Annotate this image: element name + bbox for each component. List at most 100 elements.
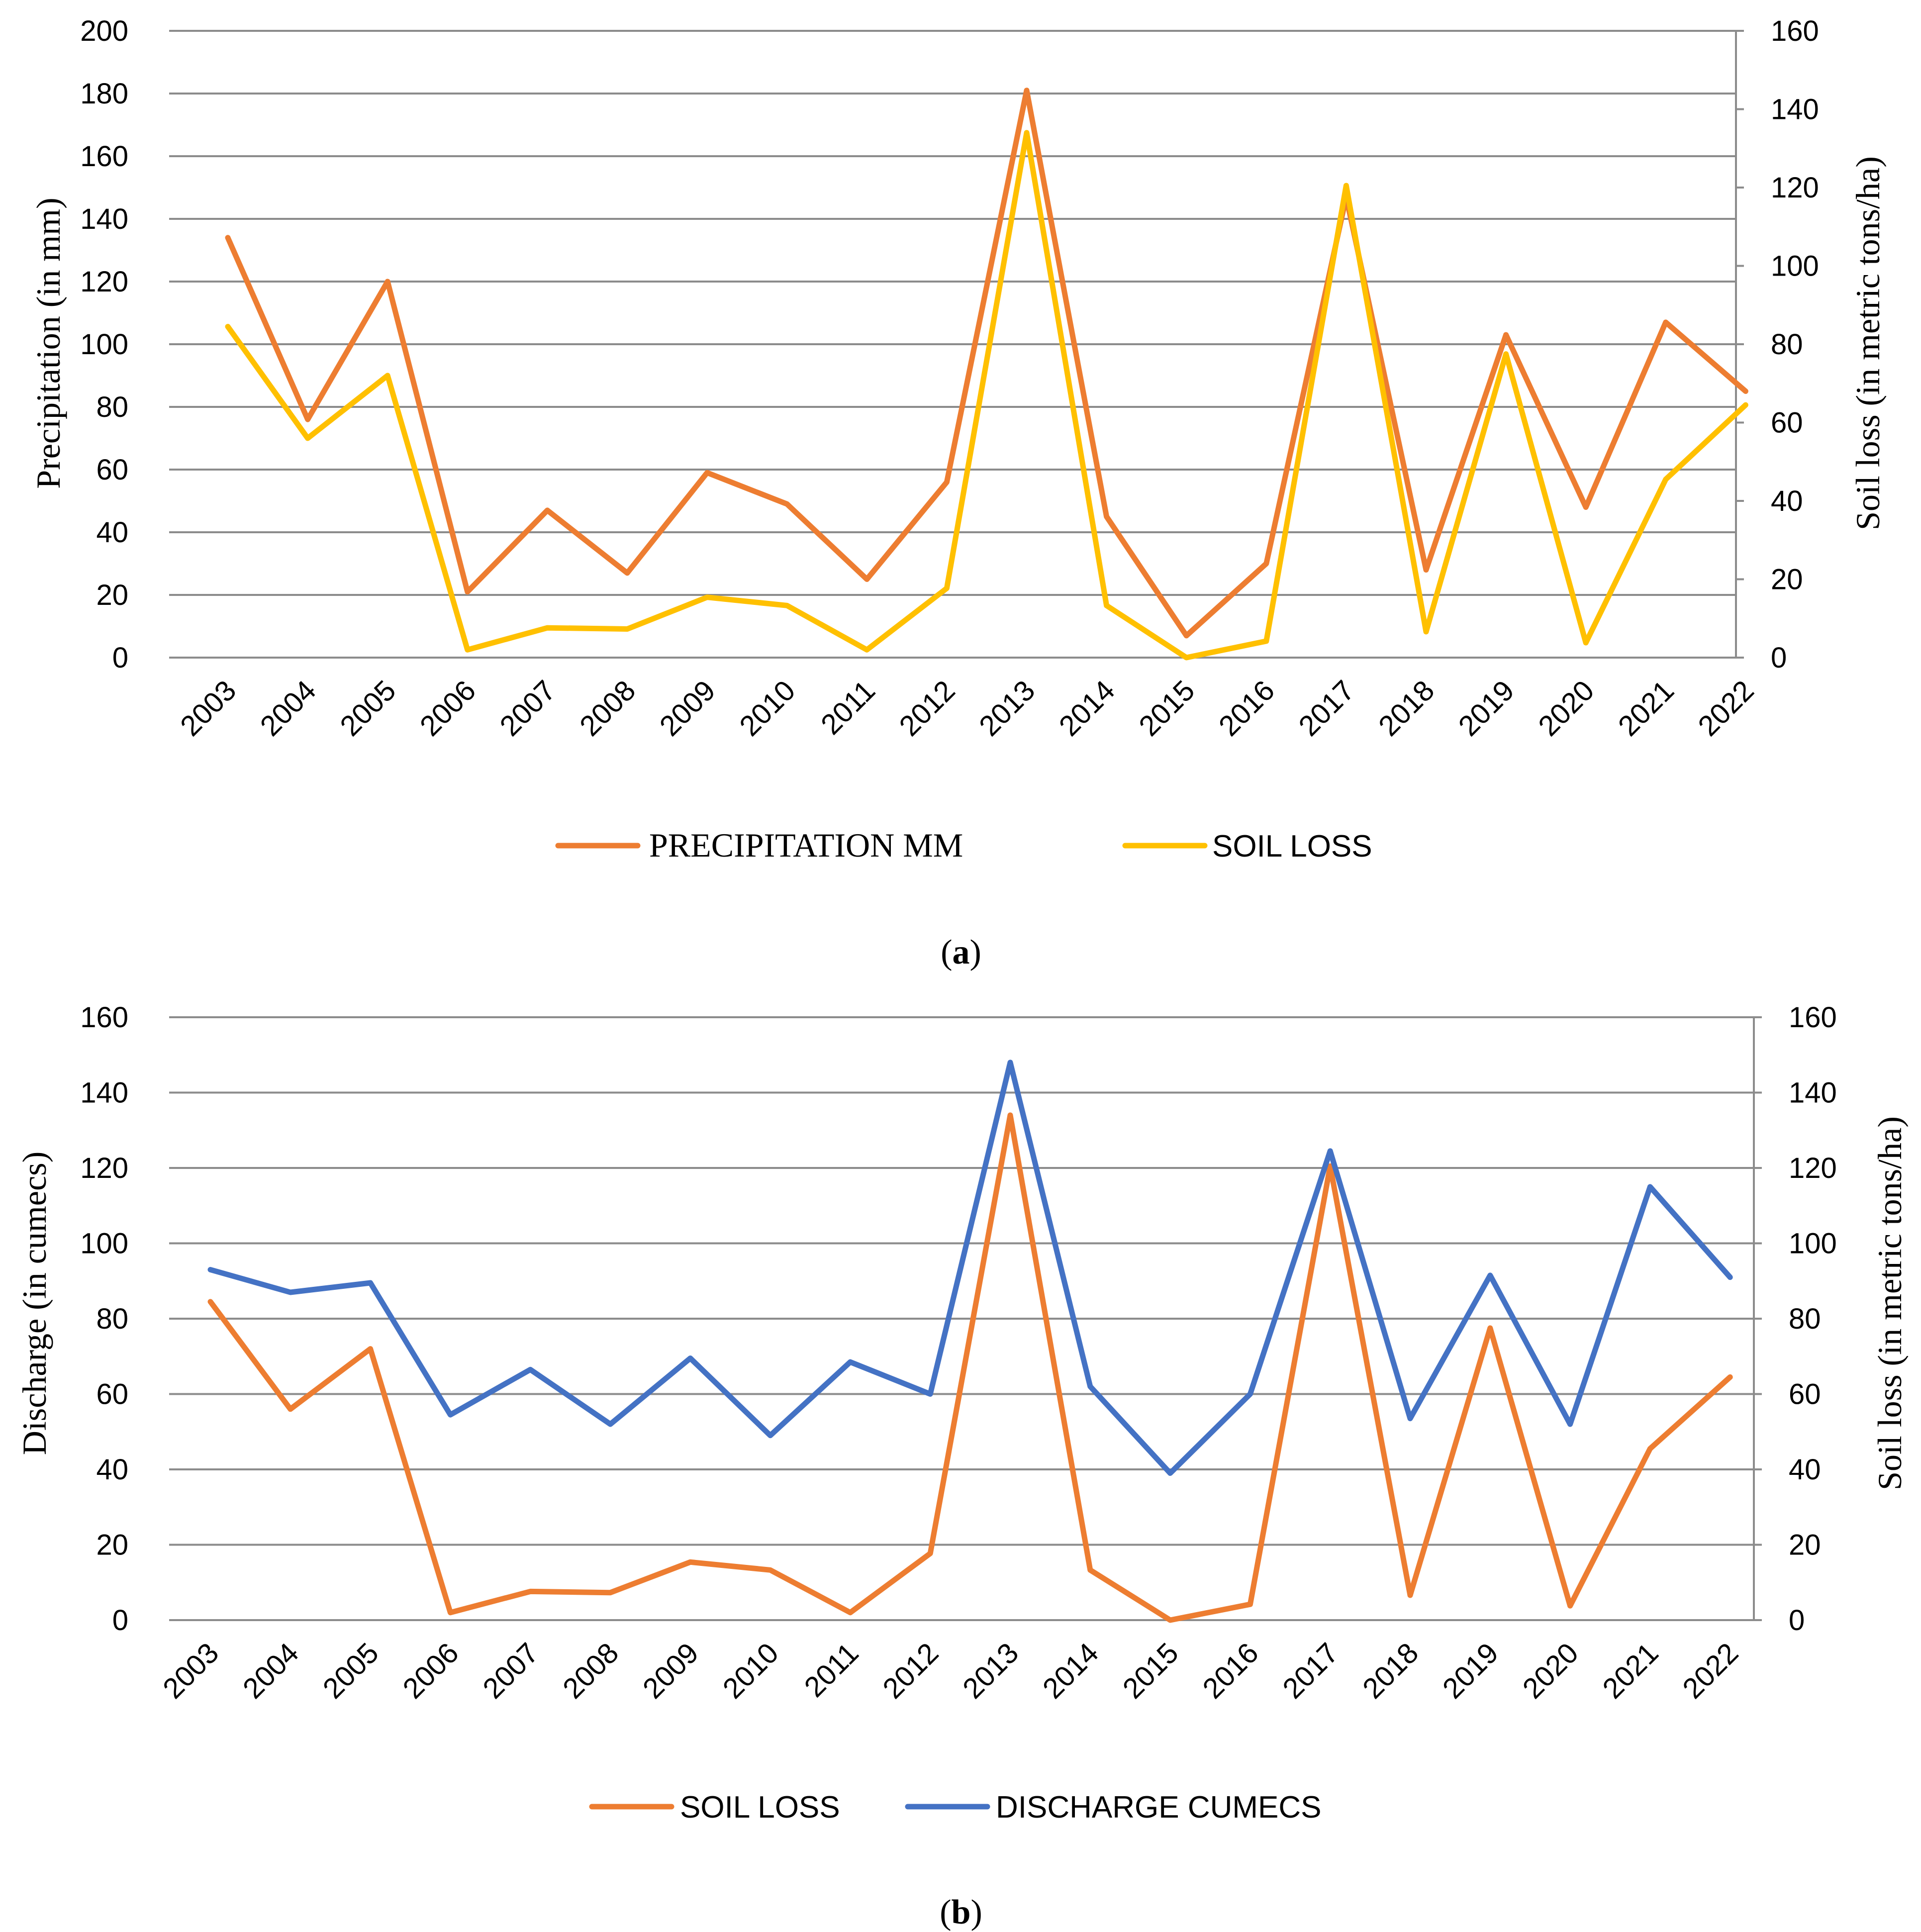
chart-a-right-tick-label: 160 bbox=[1771, 15, 1819, 47]
chart-a-x-tick-label: 2010 bbox=[733, 674, 801, 742]
chart-b-x-tick-label: 2011 bbox=[798, 1637, 864, 1703]
chart-a-right-tick-label: 120 bbox=[1771, 172, 1819, 204]
chart-b-gridlines bbox=[169, 1016, 1754, 1621]
chart-b: 0 20 40 60 80 100 120 140 160 0 20 40 60 80 100 120 140… bbox=[15, 1001, 1909, 1932]
chart-b-panel-label-letter: b bbox=[952, 1893, 971, 1932]
chart-b-x-tick-label: 2009 bbox=[637, 1637, 705, 1705]
chart-a-x-tick-label: 2016 bbox=[1213, 674, 1281, 742]
chart-b-left-tick-label: 40 bbox=[96, 1453, 128, 1486]
chart-b-x-tick-label: 2020 bbox=[1517, 1637, 1585, 1705]
chart-a-x-axis-ticks: 2003 2004 2005 2006 2007 2008 2009 2010 2011 2012… bbox=[174, 674, 1760, 742]
chart-b-left-tick-label: 0 bbox=[112, 1604, 128, 1637]
chart-b-panel-label-close: ) bbox=[970, 1893, 982, 1932]
chart-a-x-tick-label: 2017 bbox=[1292, 674, 1360, 742]
chart-b-legend-soil-loss-label: SOIL LOSS bbox=[680, 1790, 840, 1825]
chart-b-right-tick-label: 140 bbox=[1789, 1077, 1837, 1109]
chart-a-x-tick-label: 2015 bbox=[1133, 674, 1201, 742]
chart-a-left-axis-ticks: 0 20 40 60 80 100 120 140 160 180 200 bbox=[80, 15, 128, 674]
chart-b-x-tick-label: 2010 bbox=[717, 1637, 785, 1705]
chart-a-panel-label-close: ) bbox=[970, 933, 981, 971]
chart-a-left-tick-label: 200 bbox=[80, 15, 128, 47]
chart-a-gridlines bbox=[169, 30, 1736, 659]
chart-a-x-tick-label: 2022 bbox=[1692, 674, 1760, 742]
chart-b-x-tick-label: 2021 bbox=[1596, 1637, 1664, 1705]
chart-b-left-tick-label: 80 bbox=[96, 1303, 128, 1335]
chart-a-left-tick-label: 180 bbox=[80, 78, 128, 110]
chart-a-right-tick-label: 0 bbox=[1771, 642, 1787, 674]
chart-a-panel-label-letter: a bbox=[953, 933, 970, 971]
chart-b-x-tick-label: 2019 bbox=[1437, 1637, 1505, 1705]
chart-a-series-soil-loss-line bbox=[225, 130, 1748, 661]
chart-b-right-tick-label: 120 bbox=[1789, 1152, 1837, 1184]
chart-b-right-tick-label: 80 bbox=[1789, 1303, 1821, 1335]
chart-a-x-tick-label: 2021 bbox=[1612, 674, 1680, 742]
chart-b-right-tick-label: 160 bbox=[1789, 1001, 1837, 1034]
chart-a-left-tick-label: 100 bbox=[80, 328, 128, 361]
chart-a-x-tick-label: 2019 bbox=[1452, 674, 1521, 742]
chart-a-right-tick-label: 100 bbox=[1771, 250, 1819, 283]
chart-a-left-tick-label: 80 bbox=[96, 391, 128, 423]
chart-b-right-tick-label: 100 bbox=[1789, 1228, 1837, 1260]
chart-b-x-tick-label: 2012 bbox=[876, 1637, 945, 1705]
chart-a-panel-label: (a) bbox=[941, 933, 981, 971]
chart-b-left-tick-label: 140 bbox=[80, 1077, 128, 1109]
chart-a-right-tick-label: 40 bbox=[1771, 485, 1803, 517]
chart-a-left-tick-label: 60 bbox=[96, 454, 128, 486]
chart-b-x-tick-label: 2006 bbox=[396, 1637, 465, 1705]
chart-b-panel-label-open: ( bbox=[940, 1893, 951, 1932]
chart-b-right-tick-label: 20 bbox=[1789, 1529, 1821, 1561]
chart-a-x-tick-label: 2011 bbox=[815, 674, 881, 741]
chart-b-x-tick-label: 2016 bbox=[1196, 1637, 1264, 1705]
chart-a-x-tick-label: 2012 bbox=[893, 674, 961, 742]
chart-a-left-tick-label: 40 bbox=[96, 516, 128, 549]
chart-b-x-tick-label: 2005 bbox=[317, 1637, 385, 1705]
chart-b-x-tick-label: 2008 bbox=[557, 1637, 625, 1705]
chart-b-x-tick-label: 2007 bbox=[477, 1637, 545, 1705]
chart-a-left-tick-label: 20 bbox=[96, 579, 128, 611]
chart-b-left-tick-label: 100 bbox=[80, 1228, 128, 1260]
chart-a: 0 20 40 60 80 100 120 140 160 180 200 0 20 40 60 80 100… bbox=[29, 15, 1887, 971]
chart-a-right-tick-label: 80 bbox=[1771, 328, 1803, 361]
chart-b-panel-label: (b) bbox=[940, 1893, 982, 1932]
chart-a-x-tick-label: 2007 bbox=[493, 674, 562, 742]
chart-b-x-tick-label: 2013 bbox=[957, 1637, 1025, 1705]
chart-b-left-tick-label: 160 bbox=[80, 1001, 128, 1034]
chart-a-legend-soil-loss-label: SOIL LOSS bbox=[1212, 829, 1372, 864]
chart-a-x-tick-label: 2003 bbox=[174, 674, 242, 742]
chart-b-x-axis-ticks: 2003 2004 2005 2006 2007 2008 2009 2010 2011 2012… bbox=[157, 1637, 1744, 1705]
chart-b-right-axis-title: Soil loss (in metric tons/ha) bbox=[1871, 1116, 1909, 1490]
chart-b-x-tick-label: 2014 bbox=[1037, 1637, 1105, 1705]
chart-a-panel-label-open: ( bbox=[941, 933, 952, 971]
chart-a-x-tick-label: 2009 bbox=[654, 674, 722, 742]
chart-b-x-tick-label: 2004 bbox=[237, 1637, 305, 1705]
chart-b-left-tick-label: 20 bbox=[96, 1529, 128, 1561]
chart-b-legend: SOIL LOSS DISCHARGE CUMECS bbox=[589, 1790, 1322, 1825]
chart-b-x-tick-label: 2003 bbox=[157, 1637, 225, 1705]
chart-a-x-tick-label: 2014 bbox=[1053, 674, 1121, 742]
chart-b-left-tick-label: 120 bbox=[80, 1152, 128, 1184]
chart-b-x-tick-label: 2017 bbox=[1276, 1637, 1345, 1705]
chart-a-series-precipitation-line bbox=[225, 88, 1748, 639]
chart-b-series-discharge-line bbox=[207, 1060, 1733, 1476]
chart-a-left-tick-label: 140 bbox=[80, 203, 128, 235]
chart-b-right-tick-label: 0 bbox=[1789, 1604, 1805, 1637]
chart-a-x-tick-label: 2008 bbox=[574, 674, 642, 742]
chart-a-left-tick-label: 0 bbox=[112, 642, 128, 674]
chart-a-legend-precipitation-label: PRECIPITATION MM bbox=[649, 826, 963, 864]
chart-a-right-tick-label: 140 bbox=[1771, 94, 1819, 126]
chart-a-right-axis-title: Soil loss (in metric tons/ha) bbox=[1849, 156, 1887, 530]
chart-a-x-tick-label: 2020 bbox=[1532, 674, 1600, 742]
chart-b-x-tick-label: 2018 bbox=[1356, 1637, 1425, 1705]
chart-a-left-axis-title: Precipitation (in mm) bbox=[29, 197, 67, 488]
chart-b-series-soil-loss-line bbox=[207, 1112, 1733, 1623]
chart-a-x-tick-label: 2018 bbox=[1372, 674, 1441, 742]
chart-b-right-tick-label: 60 bbox=[1789, 1378, 1821, 1411]
chart-a-right-tick-label: 20 bbox=[1771, 564, 1803, 596]
chart-a-left-tick-label: 160 bbox=[80, 140, 128, 173]
chart-a-right-tick-label: 60 bbox=[1771, 407, 1803, 439]
chart-a-legend: PRECIPITATION MM SOIL LOSS bbox=[555, 826, 1372, 864]
chart-a-x-tick-label: 2005 bbox=[334, 674, 402, 742]
chart-b-left-axis-title: Discharge (in cumecs) bbox=[15, 1152, 53, 1455]
chart-b-right-axis-ticks: 0 20 40 60 80 100 120 140 160 bbox=[1753, 1001, 1837, 1637]
chart-a-x-tick-label: 2004 bbox=[254, 674, 322, 742]
